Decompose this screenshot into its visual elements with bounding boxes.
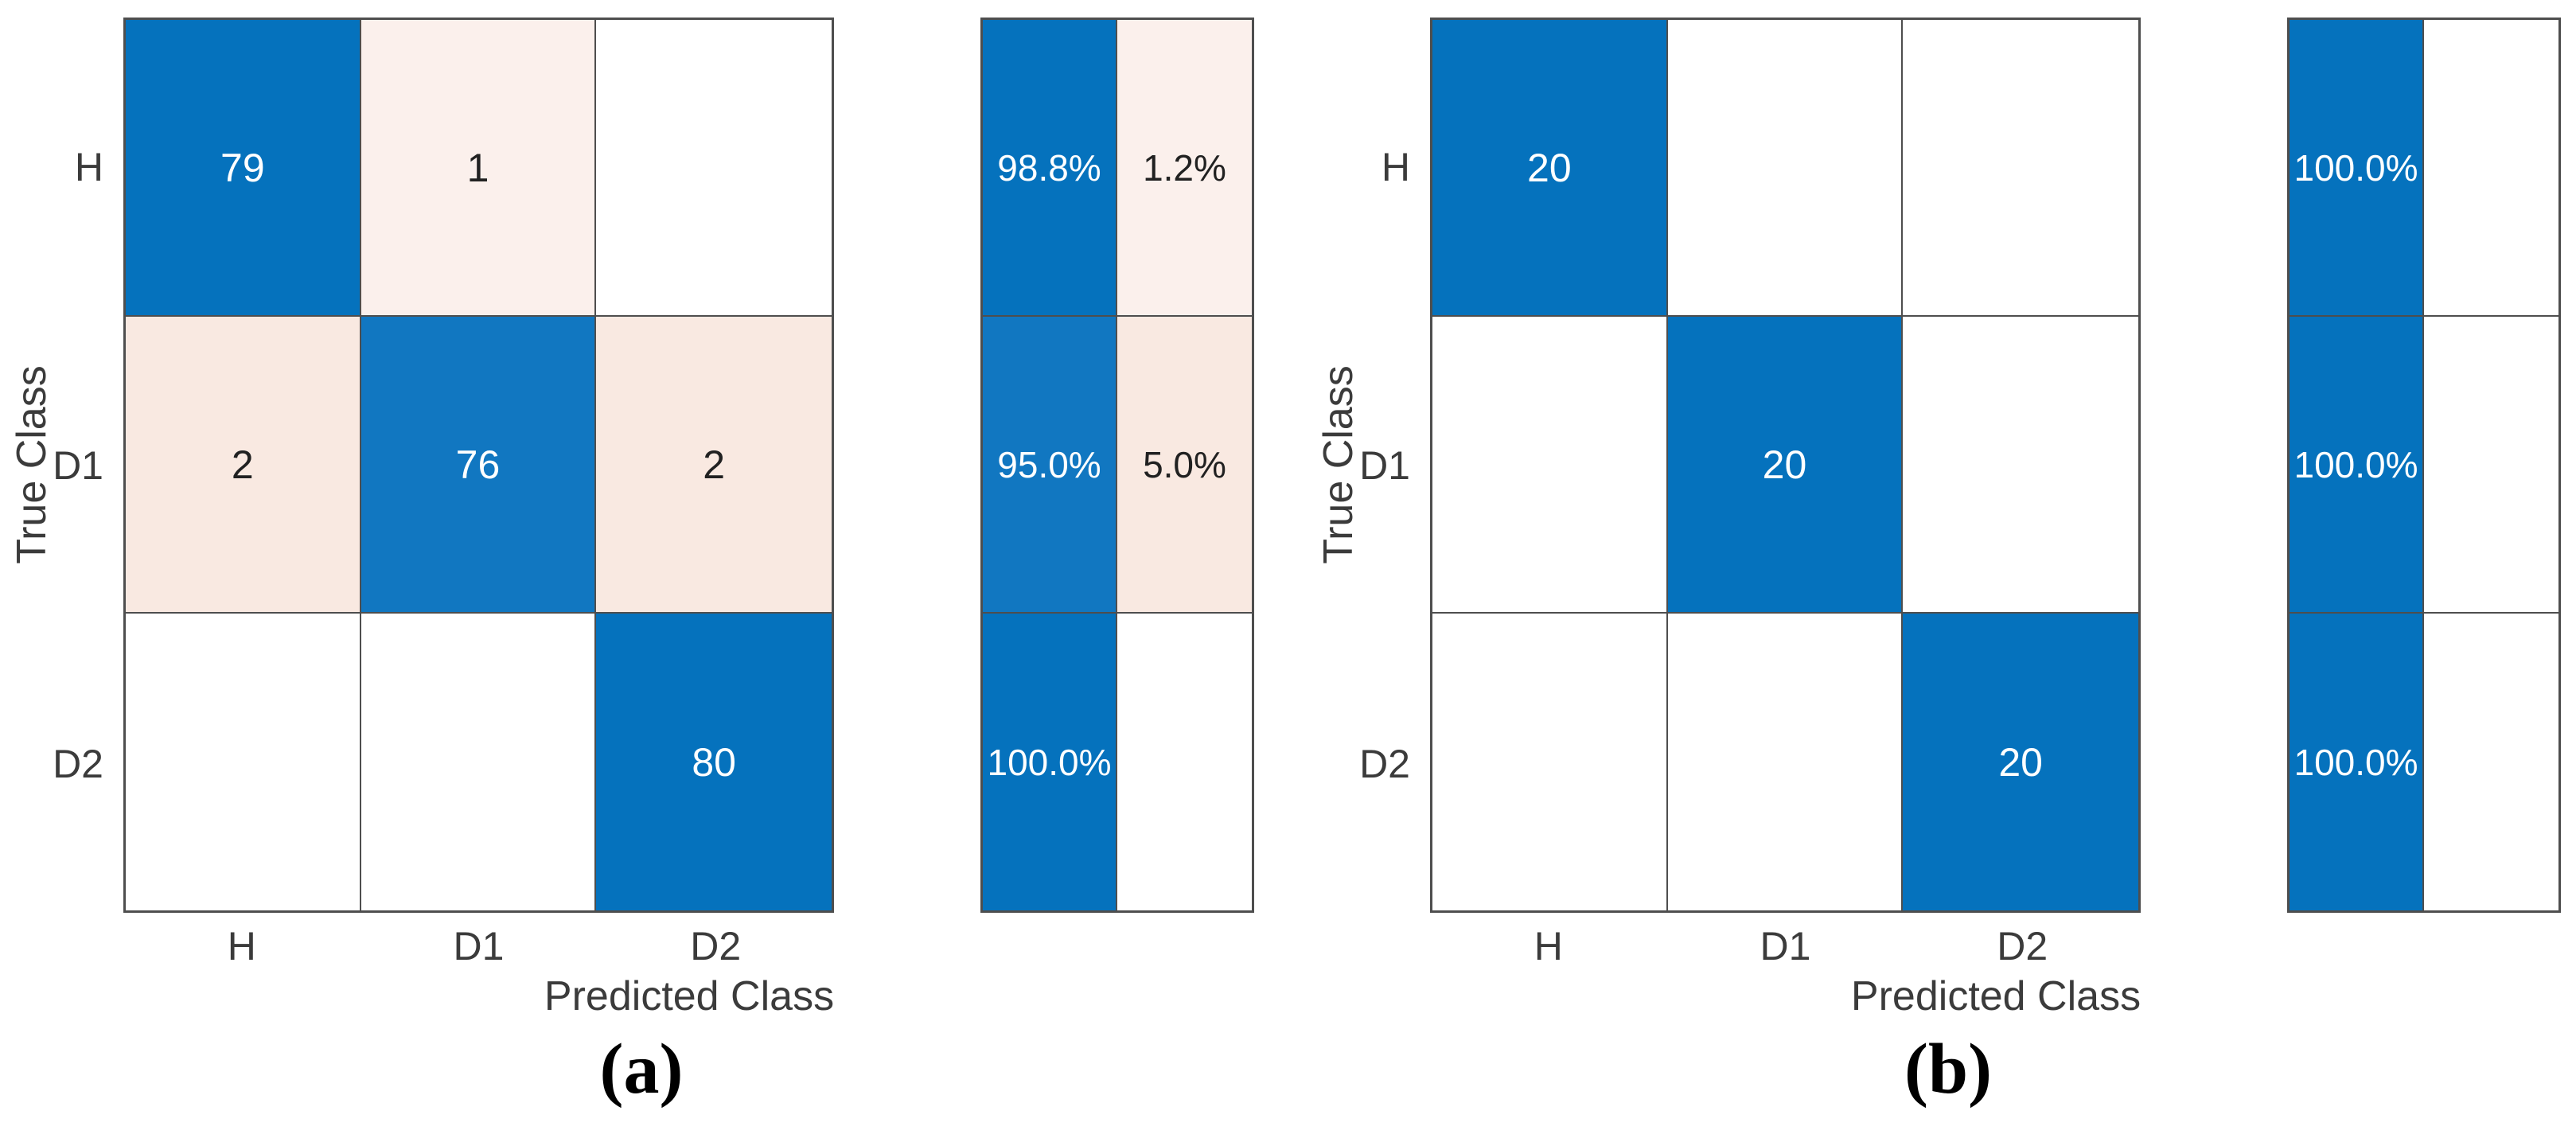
row-summary-cell: 100.0% [2290,20,2424,317]
matrix-cell [1432,317,1668,614]
matrix-cell [126,614,361,910]
y-tick-labels: H D1 D2 [1307,18,1410,913]
matrix-cell [1667,20,1904,317]
x-tick-label: D2 [690,924,742,968]
x-tick-labels: H D1 D2 [123,922,834,969]
y-tick-label: D1 [53,442,103,488]
x-axis-label: Predicted Class [544,973,835,1019]
row-summary-grid: 100.0% 100.0% 100.0% [2287,18,2561,913]
confusion-chart-a: True Class H D1 D2 79 1 2 76 2 80 98.8% 1.2% 95.0… [0,18,1254,1109]
matrix-cell: 2 [126,317,361,614]
matrix-cell [1667,614,1904,910]
y-tick-label: D2 [1359,741,1410,786]
matrix-cell: 80 [596,614,832,910]
x-tick-label: D2 [1997,924,2048,968]
confusion-chart-b: True Class H D1 D2 20 20 20 100.0% 100.0% 100.… [1307,0,2576,1138]
y-tick-label: D1 [1359,442,1410,488]
row-summary-cell: 1.2% [1117,20,1252,317]
matrix-cell [1903,20,2138,317]
matrix-cell: 79 [126,20,361,317]
x-tick-label: D1 [1760,924,1811,968]
y-tick-label: D2 [53,741,103,786]
matrix-cell: 2 [596,317,832,614]
x-tick-label: D1 [453,924,505,968]
matrix-cell: 1 [360,20,597,317]
matrix-cell [360,614,597,910]
matrix-cell: 76 [360,317,597,614]
matrix-cell: 20 [1432,20,1668,317]
row-summary-cell [1117,614,1252,910]
confusion-matrix-grid: 20 20 20 [1430,18,2141,913]
row-summary-cell [2424,20,2558,317]
row-summary-grid: 98.8% 1.2% 95.0% 5.0% 100.0% [980,18,1254,913]
row-summary-cell: 98.8% [983,20,1117,317]
row-summary-cell [2424,317,2558,614]
row-summary-cell [2424,614,2558,910]
matrix-cell [1432,614,1668,910]
x-axis-label: Predicted Class [1850,973,2141,1019]
matrix-cell [1903,317,2138,614]
row-summary-cell: 100.0% [2290,317,2424,614]
matrix-cell [596,20,832,317]
confusion-matrix-grid: 79 1 2 76 2 80 [123,18,834,913]
subfigure-caption-b: (b) [1904,1030,1992,1109]
y-tick-labels: H D1 D2 [0,18,103,913]
x-tick-label: H [1534,924,1563,968]
row-summary-cell: 95.0% [983,317,1117,614]
row-summary-cell: 5.0% [1117,317,1252,614]
y-tick-label: H [74,144,103,189]
x-tick-labels: H D1 D2 [1430,922,2141,969]
y-tick-label: H [1381,144,1410,189]
matrix-cell: 20 [1903,614,2138,910]
matrix-cell: 20 [1667,317,1904,614]
row-summary-cell: 100.0% [983,614,1117,910]
subfigure-caption-a: (a) [599,1030,684,1109]
x-tick-label: H [227,924,256,968]
row-summary-cell: 100.0% [2290,614,2424,910]
